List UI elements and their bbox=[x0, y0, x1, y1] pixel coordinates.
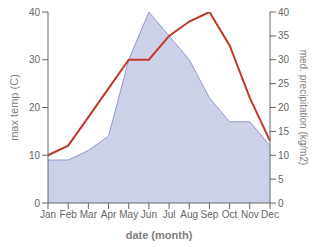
svg-text:Aug: Aug bbox=[180, 209, 198, 220]
svg-text:10: 10 bbox=[29, 150, 41, 161]
svg-text:35: 35 bbox=[278, 30, 290, 41]
svg-text:Oct: Oct bbox=[222, 209, 238, 220]
svg-text:May: May bbox=[119, 209, 138, 220]
svg-text:Mar: Mar bbox=[80, 209, 98, 220]
svg-text:15: 15 bbox=[278, 126, 290, 137]
svg-text:Jun: Jun bbox=[141, 209, 157, 220]
svg-text:25: 25 bbox=[278, 78, 290, 89]
svg-text:med. precipitation (kg/m2): med. precipitation (kg/m2) bbox=[298, 50, 309, 166]
svg-text:0: 0 bbox=[278, 198, 284, 209]
svg-text:5: 5 bbox=[278, 174, 284, 185]
svg-text:20: 20 bbox=[29, 102, 41, 113]
svg-text:Feb: Feb bbox=[60, 209, 78, 220]
svg-text:30: 30 bbox=[278, 54, 290, 65]
svg-text:max temp (C): max temp (C) bbox=[8, 74, 20, 141]
svg-text:40: 40 bbox=[278, 7, 290, 18]
svg-text:Sep: Sep bbox=[201, 209, 219, 220]
svg-text:20: 20 bbox=[278, 102, 290, 113]
svg-text:Apr: Apr bbox=[101, 209, 117, 220]
svg-text:Jul: Jul bbox=[163, 209, 176, 220]
svg-text:0: 0 bbox=[34, 198, 40, 209]
svg-text:Dec: Dec bbox=[261, 209, 279, 220]
svg-text:date (month): date (month) bbox=[126, 229, 193, 241]
svg-text:Jan: Jan bbox=[40, 209, 56, 220]
svg-text:Nov: Nov bbox=[241, 209, 259, 220]
svg-text:30: 30 bbox=[29, 54, 41, 65]
svg-text:10: 10 bbox=[278, 150, 290, 161]
svg-text:40: 40 bbox=[29, 7, 41, 18]
